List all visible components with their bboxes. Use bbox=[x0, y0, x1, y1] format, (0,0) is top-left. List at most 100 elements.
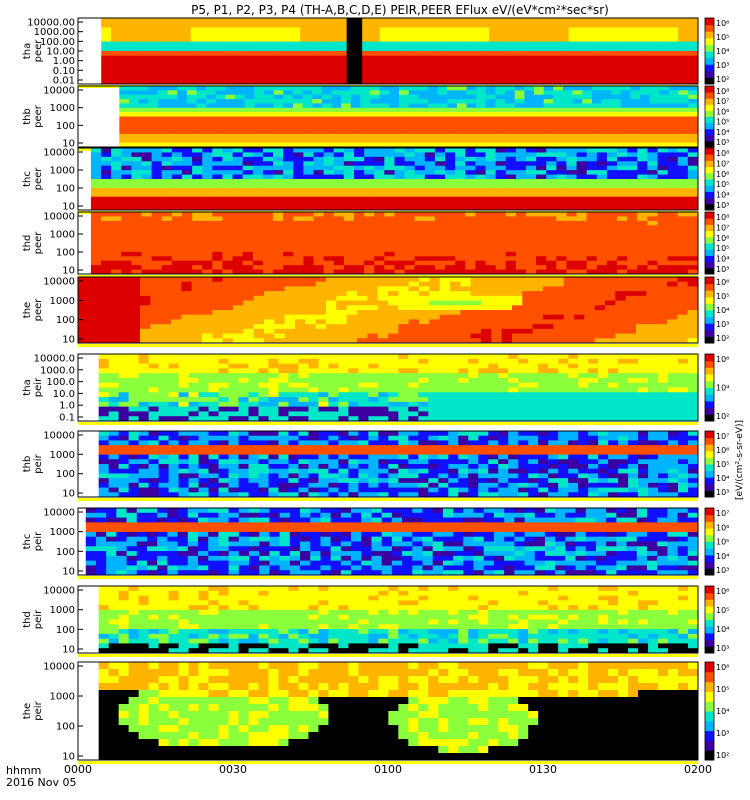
spectrogram-cell bbox=[171, 338, 182, 344]
spectrogram-cell bbox=[379, 90, 390, 96]
spectrogram-cell bbox=[253, 310, 265, 316]
spectrogram-cell bbox=[459, 18, 470, 24]
spectrogram-cell bbox=[515, 256, 527, 262]
spectrogram-cell bbox=[302, 129, 313, 135]
spectrogram-cell bbox=[628, 22, 639, 28]
spectrogram-cell bbox=[596, 216, 608, 222]
spectrogram-cell bbox=[283, 107, 294, 113]
spectrogram-cell bbox=[605, 310, 616, 316]
spectrogram-cell bbox=[677, 205, 689, 211]
spectrogram-cell bbox=[283, 129, 294, 135]
spectrogram-cell bbox=[305, 300, 317, 306]
spectrogram-cell bbox=[620, 94, 631, 100]
spectrogram-cell bbox=[485, 196, 497, 202]
spectrogram-cell bbox=[212, 238, 223, 244]
spectrogram-cell bbox=[150, 319, 162, 325]
spectrogram-cell bbox=[198, 397, 210, 403]
spectrogram-cell bbox=[341, 99, 352, 104]
spectrogram-cell bbox=[562, 133, 574, 139]
spectrogram-cell bbox=[568, 36, 580, 43]
spectrogram-cell bbox=[208, 358, 220, 365]
spectrogram-cell bbox=[566, 196, 578, 202]
spectrogram-cell bbox=[313, 216, 325, 222]
spectrogram-cell bbox=[238, 416, 249, 422]
spectrogram-cell bbox=[489, 69, 500, 76]
spectrogram-cell bbox=[98, 281, 110, 287]
spectrogram-cell bbox=[343, 201, 355, 207]
spectrogram-cell bbox=[528, 55, 540, 61]
spectrogram-cell bbox=[558, 60, 570, 66]
spectrogram-cell bbox=[374, 148, 385, 153]
spectrogram-cell bbox=[232, 212, 244, 217]
spectrogram-cell bbox=[456, 94, 468, 100]
spectrogram-cell bbox=[578, 46, 590, 52]
spectrogram-cell bbox=[588, 60, 600, 66]
spectrogram-cell bbox=[647, 238, 659, 244]
spectrogram-cell bbox=[447, 116, 458, 122]
spectrogram-cell bbox=[562, 107, 574, 113]
spectrogram-cell bbox=[398, 314, 410, 320]
spectrogram-cell bbox=[505, 234, 517, 240]
spectrogram-cell bbox=[119, 133, 130, 139]
spectrogram-cell bbox=[459, 60, 470, 66]
spectrogram-cell bbox=[273, 265, 284, 271]
spectrogram-cell bbox=[637, 247, 648, 253]
spectrogram-cell bbox=[553, 103, 564, 109]
spectrogram-cell bbox=[505, 216, 517, 222]
spectrogram-cell bbox=[459, 51, 470, 57]
spectrogram-cell bbox=[138, 392, 150, 398]
spectrogram-cell bbox=[404, 179, 416, 184]
spectrogram-cell bbox=[478, 387, 489, 393]
spectrogram-cell bbox=[505, 183, 517, 189]
panel-ylabel: thdpeer bbox=[22, 231, 44, 255]
spectrogram-cell bbox=[160, 328, 172, 335]
spectrogram-cell bbox=[370, 133, 381, 139]
spectrogram-cell bbox=[222, 179, 234, 184]
spectrogram-cell bbox=[312, 94, 323, 100]
spectrogram-cell bbox=[419, 79, 430, 85]
spectrogram-cell bbox=[677, 333, 689, 339]
spectrogram-cell bbox=[667, 192, 679, 198]
spectrogram-cell bbox=[238, 363, 249, 369]
spectrogram-cell bbox=[379, 116, 390, 122]
spectrogram-cell bbox=[202, 225, 213, 231]
spectrogram-cell bbox=[584, 277, 596, 283]
spectrogram-cell bbox=[501, 314, 513, 320]
spectrogram-cell bbox=[512, 319, 523, 325]
spectrogram-cell bbox=[181, 269, 193, 275]
spectrogram-cell bbox=[424, 170, 436, 176]
spectrogram-cell bbox=[160, 295, 172, 302]
spectrogram-cell bbox=[546, 220, 557, 226]
spectrogram-cell bbox=[640, 94, 651, 100]
spectrogram-cell bbox=[111, 251, 122, 257]
spectrogram-cell bbox=[667, 269, 679, 275]
spectrogram-cell bbox=[605, 277, 616, 283]
spectrogram-cell bbox=[466, 112, 477, 117]
spectrogram-cell bbox=[350, 120, 361, 126]
spectrogram-cell bbox=[358, 401, 369, 408]
spectrogram-cell bbox=[656, 277, 668, 283]
spectrogram-cell bbox=[295, 300, 306, 306]
spectrogram-cell bbox=[181, 161, 193, 167]
spectrogram-cell bbox=[478, 368, 489, 374]
spectrogram-cell bbox=[611, 99, 622, 104]
spectrogram-cell bbox=[141, 196, 153, 202]
spectrogram-cell bbox=[398, 416, 409, 422]
spectrogram-cell bbox=[518, 392, 529, 398]
spectrogram-cell bbox=[625, 338, 637, 344]
spectrogram-cell bbox=[198, 406, 210, 412]
spectrogram-cell bbox=[687, 300, 699, 306]
spectrogram-cell bbox=[399, 60, 411, 66]
spectrogram-cell bbox=[250, 79, 261, 85]
spectrogram-cell bbox=[546, 183, 557, 189]
spectrogram-cell bbox=[434, 165, 446, 171]
spectrogram-cell bbox=[617, 170, 628, 176]
spectrogram-cell bbox=[448, 382, 459, 388]
spectrogram-cell bbox=[568, 51, 580, 57]
spectrogram-cell bbox=[150, 305, 162, 311]
spectrogram-cell bbox=[576, 183, 588, 189]
spectrogram-cell bbox=[630, 120, 641, 126]
spectrogram-cell bbox=[404, 170, 416, 176]
spectrogram-cell bbox=[290, 55, 301, 61]
